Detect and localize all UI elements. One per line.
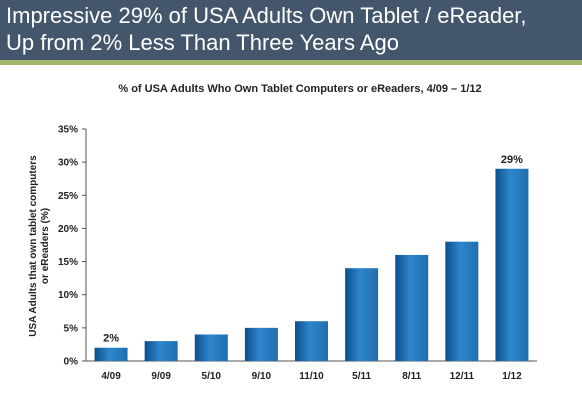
y-tick-label: 15% xyxy=(58,257,78,268)
y-axis-label-line-2: or eReaders (%) xyxy=(40,208,51,284)
x-tick-label: 4/09 xyxy=(101,371,121,382)
chart-title: % of USA Adults Who Own Tablet Computers… xyxy=(118,83,481,95)
x-tick-label: 9/10 xyxy=(252,371,272,382)
plot-area: 0% 5% 10% 15% 20% 25% 30% 35% 4/09 9/09 5/10 9/10 11… xyxy=(58,125,537,382)
x-tick-label: 5/10 xyxy=(202,371,222,382)
slide-title-line-2: Up from 2% Less Than Three Years Ago xyxy=(6,30,399,55)
bar xyxy=(345,268,379,361)
x-tick-label: 1/12 xyxy=(502,371,522,382)
bar-chart: % of USA Adults Who Own Tablet Computers… xyxy=(28,83,537,382)
x-tick-label: 12/11 xyxy=(450,371,475,382)
bar xyxy=(445,241,479,361)
bar xyxy=(244,327,278,361)
bar xyxy=(295,321,328,361)
data-label: 2% xyxy=(103,333,119,345)
y-tick-label: 5% xyxy=(64,323,79,334)
accent-divider xyxy=(0,60,582,65)
y-tick-label: 25% xyxy=(58,191,78,202)
y-tick-label: 0% xyxy=(64,357,79,368)
bar xyxy=(194,334,228,361)
y-tick-label: 30% xyxy=(58,158,78,169)
y-axis-label-line-1: USA Adults that own tablet computers xyxy=(28,155,39,337)
y-axis-label: USA Adults that own tablet computers or … xyxy=(28,155,51,337)
bar xyxy=(395,254,429,361)
y-tick-label: 10% xyxy=(58,290,78,301)
y-tick-label: 20% xyxy=(58,224,78,235)
bar xyxy=(495,168,529,361)
x-tick-label: 11/10 xyxy=(299,371,324,382)
y-tick-label: 35% xyxy=(58,125,78,136)
data-label: 29% xyxy=(501,154,523,166)
x-tick-label: 9/09 xyxy=(151,371,171,382)
bar xyxy=(94,347,128,361)
x-tick-label: 5/11 xyxy=(352,371,371,382)
slide-title-line-1: Impressive 29% of USA Adults Own Tablet … xyxy=(6,3,527,28)
bar xyxy=(144,341,178,361)
x-tick-label: 8/11 xyxy=(402,371,421,382)
title-banner: Impressive 29% of USA Adults Own Tablet … xyxy=(0,0,582,60)
